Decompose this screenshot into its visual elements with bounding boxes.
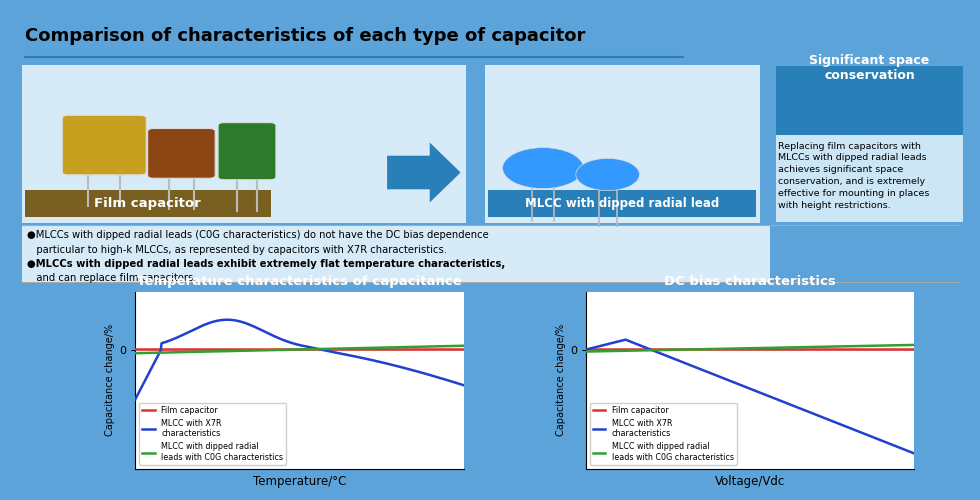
Ellipse shape	[576, 158, 640, 190]
Legend: Film capacitor, MLCC with X7R
characteristics, MLCC with dipped radial
leads wit: Film capacitor, MLCC with X7R characteri…	[139, 402, 286, 465]
Text: ●MLCCs with dipped radial leads (C0G characteristics) do not have the DC bias de: ●MLCCs with dipped radial leads (C0G cha…	[27, 230, 489, 240]
Text: MLCC with dipped radial lead: MLCC with dipped radial lead	[525, 196, 719, 209]
Y-axis label: Capacitance change/%: Capacitance change/%	[105, 324, 115, 436]
X-axis label: Temperature/°C: Temperature/°C	[253, 474, 346, 488]
FancyBboxPatch shape	[23, 64, 466, 223]
FancyBboxPatch shape	[63, 116, 146, 175]
Text: DC bias characteristics: DC bias characteristics	[664, 275, 836, 288]
Ellipse shape	[503, 148, 583, 188]
FancyBboxPatch shape	[219, 122, 276, 180]
Text: Replacing film capacitors with
MLCCs with dipped radial leads
achieves significa: Replacing film capacitors with MLCCs wit…	[778, 142, 930, 210]
FancyBboxPatch shape	[148, 128, 216, 178]
Text: Significant space
conservation: Significant space conservation	[809, 54, 930, 82]
Text: and can replace film capacitors.: and can replace film capacitors.	[27, 274, 197, 283]
Text: Comparison of characteristics of each type of capacitor: Comparison of characteristics of each ty…	[25, 27, 586, 45]
Polygon shape	[387, 142, 461, 203]
Text: ●MLCCs with dipped radial leads exhibit extremely flat temperature characteristi: ●MLCCs with dipped radial leads exhibit …	[27, 259, 506, 269]
FancyBboxPatch shape	[25, 190, 271, 217]
FancyBboxPatch shape	[485, 64, 760, 223]
X-axis label: Voltage/Vdc: Voltage/Vdc	[715, 474, 785, 488]
Text: Film capacitor: Film capacitor	[94, 196, 201, 209]
Text: particular to high-k MLCCs, as represented by capacitors with X7R characteristic: particular to high-k MLCCs, as represent…	[27, 245, 447, 255]
Legend: Film capacitor, MLCC with X7R
characteristics, MLCC with dipped radial
leads wit: Film capacitor, MLCC with X7R characteri…	[590, 402, 737, 465]
Y-axis label: Capacitance change/%: Capacitance change/%	[556, 324, 565, 436]
FancyBboxPatch shape	[488, 190, 757, 217]
FancyBboxPatch shape	[23, 226, 769, 281]
Text: Temperature characteristics of capacitance: Temperature characteristics of capacitan…	[137, 275, 462, 288]
FancyBboxPatch shape	[776, 66, 962, 136]
FancyBboxPatch shape	[776, 136, 962, 222]
